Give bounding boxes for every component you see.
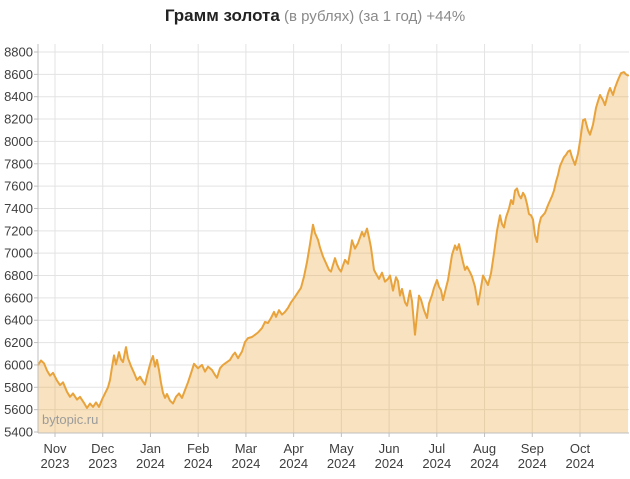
y-axis-label: 6400 [4, 313, 33, 328]
x-axis-month-label: Oct [570, 441, 591, 456]
x-axis-year-label: 2024 [279, 456, 308, 471]
x-axis-month-label: Dec [91, 441, 115, 456]
x-axis-month-label: Jun [379, 441, 400, 456]
chart-title: Грамм золота (в рублях) (за 1 год) +44% [0, 6, 630, 26]
x-axis-year-label: 2024 [422, 456, 451, 471]
x-axis-month-label: Feb [187, 441, 209, 456]
watermark-text: bytopic.ru [42, 412, 99, 427]
y-axis-label: 7600 [4, 179, 33, 194]
x-axis-year-label: 2024 [375, 456, 404, 471]
x-axis-month-label: Jan [140, 441, 161, 456]
x-axis-year-label: 2024 [136, 456, 165, 471]
chart-title-main: Грамм золота [164, 6, 280, 25]
price-line [37, 71, 629, 409]
y-axis-label: 8000 [4, 134, 33, 149]
x-axis-month-label: Nov [43, 441, 67, 456]
chart-title-sub: (в рублях) (за 1 год) +44% [279, 8, 466, 25]
y-axis-label: 6000 [4, 357, 33, 372]
x-axis-year-label: 2024 [231, 456, 260, 471]
y-axis-label: 7400 [4, 201, 33, 216]
y-axis-label: 6800 [4, 268, 33, 283]
y-axis-label: 8200 [4, 112, 33, 127]
y-axis-label: 7800 [4, 156, 33, 171]
y-axis-label: 8600 [4, 67, 33, 82]
x-axis-year-label: 2023 [41, 456, 70, 471]
x-axis-year-label: 2024 [566, 456, 595, 471]
y-axis-label: 5600 [4, 402, 33, 417]
series-area [37, 71, 629, 433]
x-axis-year-label: 2024 [518, 456, 547, 471]
x-axis-year-label: 2024 [184, 456, 213, 471]
axis-labels: 8800 8600 8400 8200 8000 7800 7600 7400 7200 7000… [4, 45, 594, 472]
y-axis-label: 5800 [4, 380, 33, 395]
x-axis-month-label: Mar [235, 441, 258, 456]
x-axis-year-label: 2024 [327, 456, 356, 471]
y-axis-label: 8400 [4, 89, 33, 104]
x-axis-month-label: May [329, 441, 354, 456]
y-axis-label: 7200 [4, 223, 33, 238]
y-axis-label: 6200 [4, 335, 33, 350]
x-axis-month-label: Apr [284, 441, 305, 456]
y-axis-label: 8800 [4, 45, 33, 60]
gridlines [38, 44, 629, 433]
x-axis-month-label: Sep [521, 441, 544, 456]
y-axis-label: 6600 [4, 290, 33, 305]
y-axis-label: 5400 [4, 425, 33, 440]
axes [34, 44, 629, 437]
x-axis-month-label: Jul [429, 441, 446, 456]
y-axis-label: 7000 [4, 246, 33, 261]
x-axis-year-label: 2023 [88, 456, 117, 471]
price-area-fill [38, 72, 628, 433]
x-axis-month-label: Aug [473, 441, 496, 456]
x-axis-year-label: 2024 [470, 456, 499, 471]
